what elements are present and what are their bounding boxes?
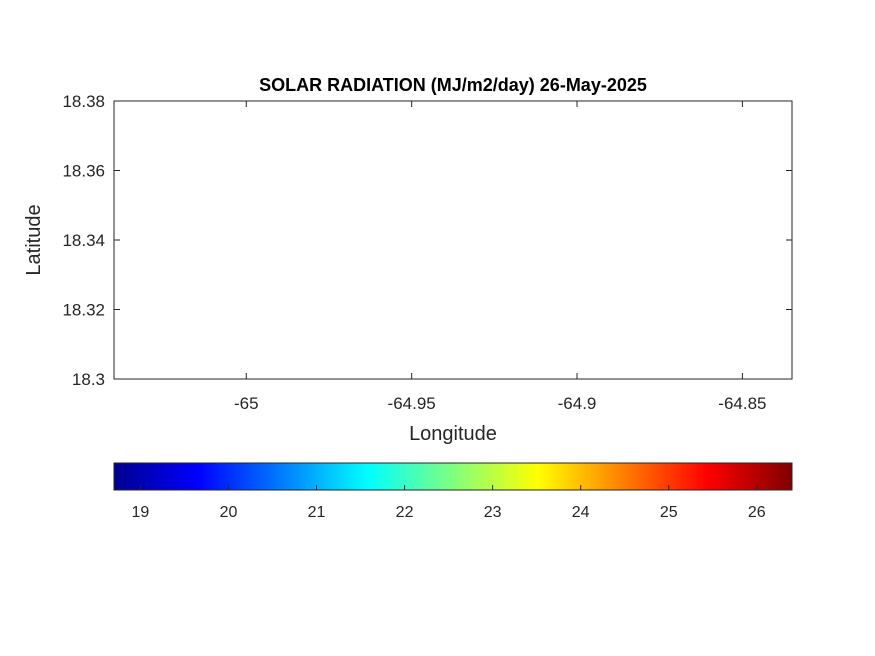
colorbar-tick-label: 22 (396, 504, 414, 521)
x-tick-label: -64.95 (388, 394, 436, 413)
y-tick-label: 18.32 (62, 301, 105, 320)
colorbar-tick-label: 23 (484, 504, 502, 521)
y-tick-label: 18.36 (62, 162, 105, 181)
chart-title: SOLAR RADIATION (MJ/m2/day) 26-May-2025 (259, 75, 647, 95)
colorbar-tick-label: 24 (572, 504, 590, 521)
y-tick-label: 18.3 (72, 370, 105, 389)
x-axis: -65 -64.95 -64.9 -64.85 (234, 101, 766, 413)
y-axis-label: Latitude (23, 204, 45, 275)
colorbar-tick-label: 19 (132, 504, 150, 521)
y-axis: 18.3 18.32 18.34 18.36 18.38 (62, 92, 792, 389)
y-tick-label: 18.34 (62, 231, 105, 250)
plot-area (114, 101, 792, 379)
x-tick-label: -64.9 (558, 394, 597, 413)
colorbar-ticks: 19 20 21 22 23 24 25 26 (132, 485, 766, 521)
colorbar-tick-label: 20 (220, 504, 238, 521)
x-tick-label: -64.85 (718, 394, 766, 413)
colorbar-tick-label: 21 (308, 504, 326, 521)
x-tick-label: -65 (234, 394, 259, 413)
colorbar-tick-label: 25 (660, 504, 678, 521)
x-axis-label: Longitude (409, 423, 497, 445)
y-tick-label: 18.38 (62, 92, 105, 111)
colorbar-tick-label: 26 (748, 504, 766, 521)
colorbar (113, 462, 793, 491)
